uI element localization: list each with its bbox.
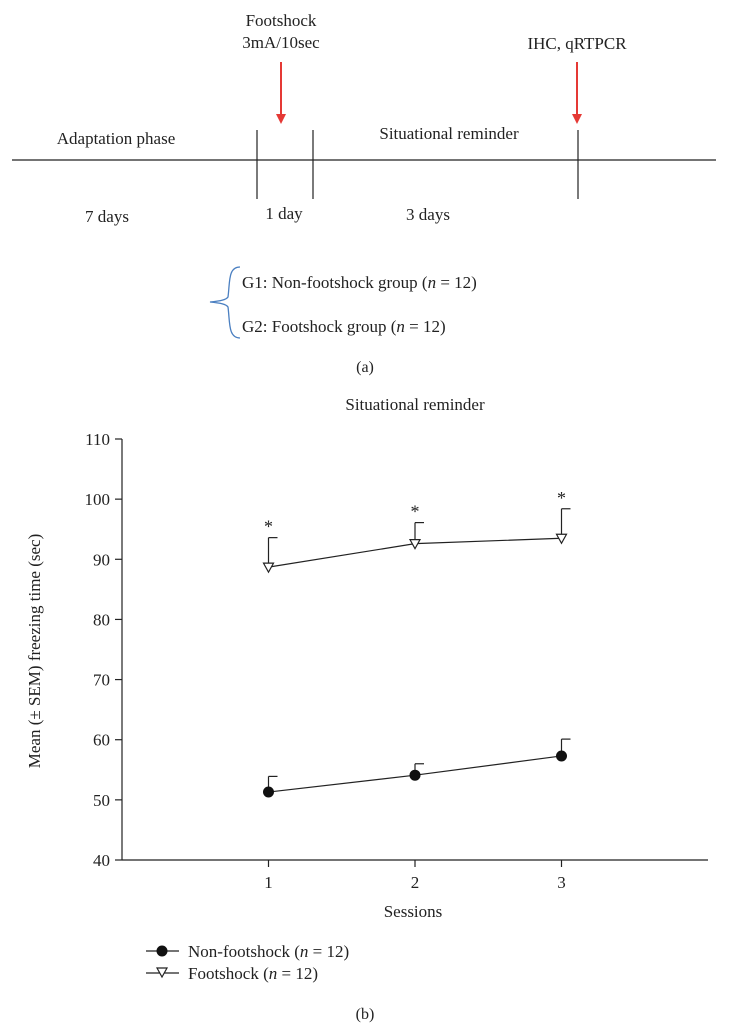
data-point-footshock	[408, 539, 422, 550]
data-point-footshock	[262, 562, 275, 574]
y-tick-label: 90	[93, 550, 110, 569]
legend: Non-footshock (n = 12) Footshock (n = 12…	[146, 942, 349, 983]
panel-b-caption: (b)	[356, 1006, 375, 1023]
legend-marker-non-footshock	[156, 945, 168, 957]
x-tick-label: 3	[557, 873, 566, 892]
data-point-non-footshock	[263, 786, 274, 798]
y-tick-label: 100	[85, 490, 111, 509]
data-point-non-footshock	[409, 769, 421, 781]
x-tick-label: 1	[264, 873, 273, 892]
end-label: IHC, qRTPCR	[527, 34, 627, 53]
significance-marker-footshock: *	[557, 488, 566, 508]
y-tick-label: 60	[93, 731, 110, 750]
x-ticks: 1 2 3	[264, 860, 566, 892]
y-tick-label: 110	[85, 430, 110, 449]
panel-a-caption: (a)	[356, 359, 374, 376]
duration-3-days: 3 days	[406, 205, 450, 224]
series-layer: * * *	[262, 488, 571, 798]
significance-marker-footshock: *	[264, 517, 273, 537]
group2-label: G2: Footshock group (n = 12)	[242, 317, 446, 336]
y-ticks: 40 50 60 70 80 90 100 110	[85, 430, 122, 870]
y-tick-label: 70	[93, 671, 110, 690]
data-point-footshock	[555, 533, 568, 545]
duration-1-day: 1 day	[265, 204, 303, 223]
group1-label: G1: Non-footshock group (n = 12)	[242, 273, 477, 292]
legend-label-non-footshock: Non-footshock (n = 12)	[188, 942, 349, 961]
duration-7-days: 7 days	[85, 207, 129, 226]
y-tick-label: 80	[93, 610, 110, 629]
chart-title: Situational reminder	[345, 395, 485, 414]
legend-marker-footshock	[155, 967, 169, 979]
panel-b-chart: Situational reminder Mean (± SEM) freezi…	[25, 395, 708, 1023]
y-axis-label: Mean (± SEM) freezing time (sec)	[25, 534, 44, 769]
phase-label-adaptation: Adaptation phase	[57, 129, 176, 148]
panel-a-timeline: Footshock 3mA/10sec IHC, qRTPCR Adaptati…	[12, 11, 716, 376]
data-point-non-footshock	[556, 750, 567, 762]
footshock-label-line2: 3mA/10sec	[242, 33, 320, 52]
y-tick-label: 50	[93, 791, 110, 810]
significance-marker-footshock: *	[411, 502, 420, 522]
x-tick-label: 2	[411, 873, 420, 892]
y-tick-label: 40	[93, 851, 110, 870]
legend-label-footshock: Footshock (n = 12)	[188, 964, 318, 983]
x-axis-label: Sessions	[384, 902, 443, 921]
phase-label-situational-reminder: Situational reminder	[379, 124, 519, 143]
group-brace	[209, 266, 241, 339]
footshock-label-line1: Footshock	[246, 11, 317, 30]
